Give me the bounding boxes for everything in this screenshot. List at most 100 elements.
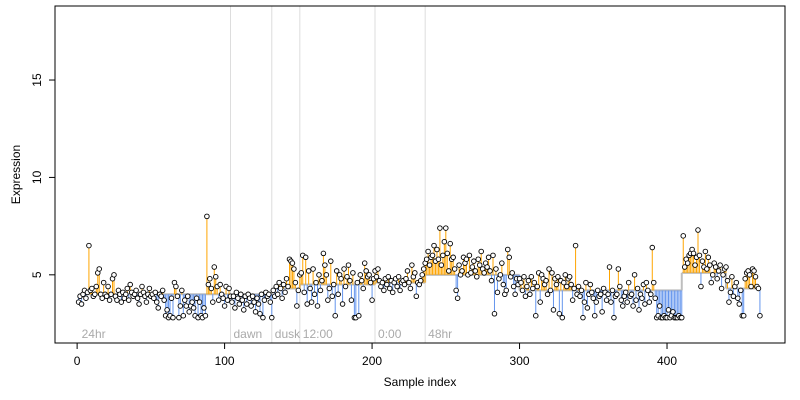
region-label: 48hr	[428, 327, 452, 341]
data-point	[330, 281, 337, 288]
x-tick-label: 0	[74, 354, 81, 368]
data-point	[92, 291, 98, 298]
data-point	[202, 312, 209, 319]
data-point	[468, 270, 474, 276]
data-point	[401, 281, 408, 288]
data-point	[170, 314, 176, 321]
data-point	[190, 305, 197, 311]
data-point	[577, 293, 583, 299]
data-point	[302, 254, 309, 261]
data-point	[443, 225, 449, 231]
data-point	[174, 293, 181, 299]
data-point	[387, 285, 393, 292]
data-point	[469, 264, 476, 270]
data-point	[581, 299, 588, 305]
data-point	[106, 297, 113, 303]
data-point	[255, 301, 262, 307]
data-point	[389, 289, 396, 296]
data-point	[649, 244, 656, 251]
data-point	[114, 297, 120, 303]
data-point	[419, 272, 425, 278]
data-point	[471, 258, 477, 264]
data-point	[328, 258, 334, 264]
data-point	[696, 252, 703, 259]
data-point	[417, 277, 424, 284]
data-point	[99, 295, 105, 301]
x-tick-label: 200	[362, 354, 382, 368]
data-point	[679, 314, 685, 321]
data-point	[559, 314, 566, 321]
data-point	[381, 287, 387, 294]
data-point	[562, 272, 569, 278]
data-point	[291, 266, 297, 272]
data-point	[650, 279, 657, 286]
data-point	[280, 281, 287, 288]
data-point	[639, 295, 645, 301]
data-point	[615, 266, 622, 272]
data-point	[718, 285, 725, 292]
data-point	[450, 254, 456, 261]
data-point	[319, 277, 325, 284]
data-point	[189, 299, 195, 305]
data-point	[583, 279, 589, 286]
data-point	[204, 213, 210, 220]
data-point	[179, 287, 185, 294]
data-point	[603, 297, 610, 303]
data-point	[221, 303, 228, 309]
data-point	[369, 297, 375, 303]
data-point	[260, 314, 266, 321]
data-point	[568, 281, 574, 288]
x-tick-label: 300	[510, 354, 530, 368]
data-point	[155, 305, 161, 311]
data-point	[224, 297, 231, 303]
data-point	[236, 301, 243, 307]
data-point	[476, 262, 483, 268]
data-point	[712, 264, 719, 270]
data-point	[361, 260, 368, 266]
data-point	[267, 299, 274, 305]
data-point	[403, 275, 409, 282]
data-point	[484, 264, 490, 270]
data-point	[680, 233, 686, 239]
data-point	[752, 274, 759, 280]
data-point	[528, 274, 535, 280]
data-point	[289, 260, 296, 266]
data-point	[630, 303, 636, 309]
data-point	[742, 275, 748, 282]
data-point	[665, 307, 672, 313]
data-point	[363, 268, 369, 274]
data-point	[504, 246, 511, 253]
data-point	[375, 266, 381, 272]
data-point	[295, 287, 302, 294]
x-tick-label: 400	[657, 354, 677, 368]
data-point	[645, 287, 651, 294]
data-point	[708, 279, 715, 286]
data-point	[274, 291, 281, 298]
data-point	[356, 312, 362, 319]
data-point	[125, 297, 132, 303]
data-point	[177, 303, 184, 309]
data-point	[487, 268, 493, 274]
data-point	[643, 279, 650, 286]
data-point	[566, 274, 573, 280]
data-point	[738, 287, 744, 294]
data-point	[524, 283, 530, 290]
data-point	[273, 283, 279, 290]
data-point	[556, 311, 563, 317]
data-point	[136, 301, 142, 307]
data-point	[258, 291, 265, 298]
data-point	[335, 291, 341, 298]
data-point	[193, 295, 200, 301]
data-point	[547, 287, 554, 294]
data-point	[723, 264, 729, 270]
data-point	[740, 312, 747, 319]
region-label: dusk	[275, 327, 301, 341]
data-point	[366, 272, 372, 278]
region-label: 24hr	[82, 327, 106, 341]
data-point	[584, 305, 591, 311]
data-point	[123, 291, 129, 298]
data-point	[580, 314, 586, 321]
data-point	[478, 248, 484, 255]
data-point	[151, 295, 157, 301]
data-point	[437, 225, 443, 231]
